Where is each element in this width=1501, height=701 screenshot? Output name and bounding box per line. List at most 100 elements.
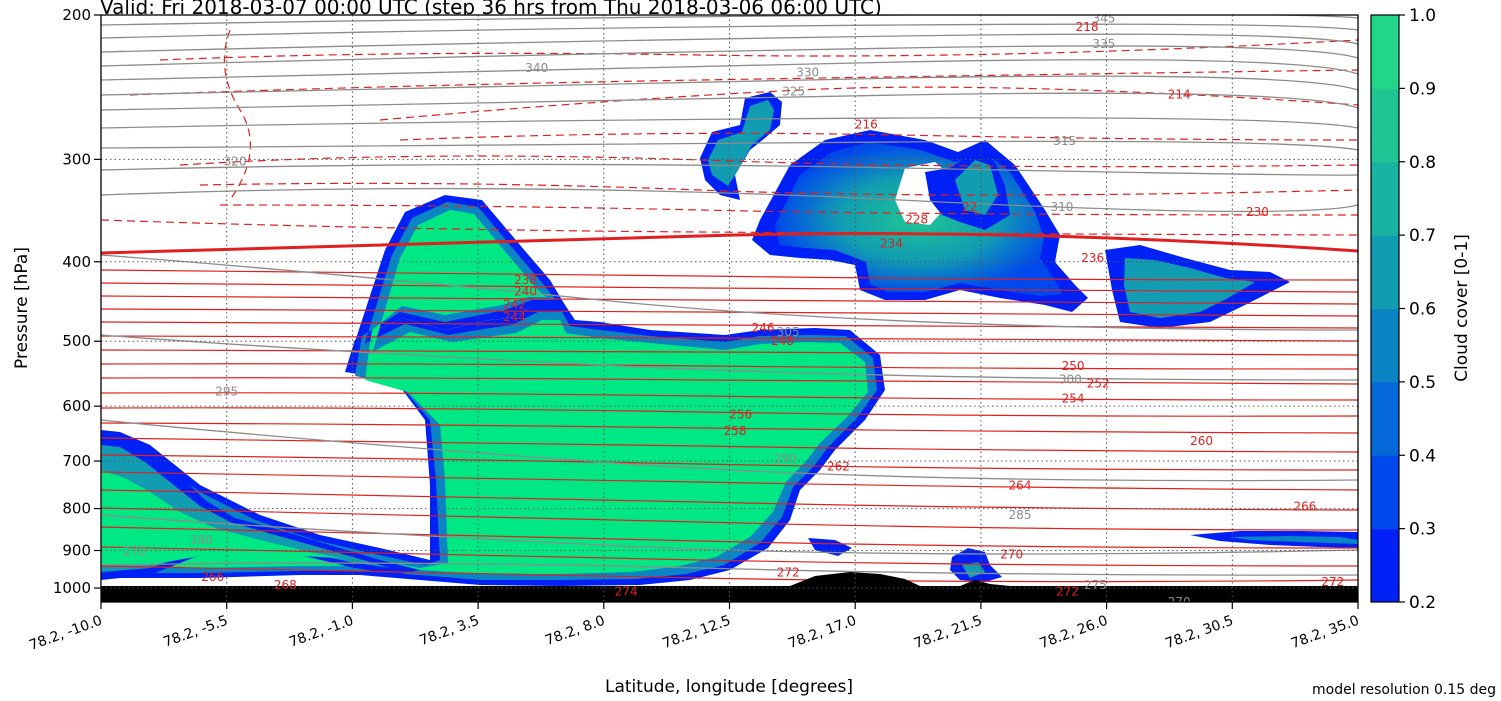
colorbar-tick-label: 0.8 <box>1409 153 1436 173</box>
contour-label: 214 <box>1168 87 1191 101</box>
contour-label: 258 <box>724 424 747 438</box>
chart-title: Valid: Fri 2018-03-07 00:00 UTC (step 36… <box>100 0 882 19</box>
contour-label: 335 <box>1092 37 1115 51</box>
y-tick-label: 900 <box>62 542 91 560</box>
contour-label: 325 <box>782 85 805 99</box>
y-tick-label: 600 <box>62 397 91 415</box>
contour-label: 250 <box>1062 359 1085 373</box>
y-tick-label: 200 <box>62 6 91 24</box>
potential-temperature-lines <box>101 15 1358 576</box>
contour-label: 275 <box>1084 578 1107 592</box>
tropopause-line <box>101 232 1358 255</box>
colorbar-tick-label: 0.9 <box>1409 79 1436 99</box>
contour-label: 262 <box>827 460 850 474</box>
y-axis-ticks: 200 300 400 500 600 700 800 900 1000 <box>53 6 101 597</box>
contour-label: 228 <box>905 212 928 226</box>
x-tick-label: 78.2, 30.5 <box>1163 613 1235 652</box>
x-tick-label: 78.2, 21.5 <box>912 613 984 652</box>
y-tick-label: 1000 <box>53 579 91 597</box>
x-tick-label: 78.2, 17.0 <box>786 613 858 652</box>
x-tick-label: 78.2, 3.5 <box>417 613 481 649</box>
footnote: model resolution 0.15 deg <box>1312 682 1496 698</box>
contour-label: 216 <box>855 117 878 131</box>
contour-label: 330 <box>796 65 819 79</box>
colorbar-tick-label: 1.0 <box>1409 6 1436 26</box>
contour-label: 272 <box>777 565 800 579</box>
contour-label: 266 <box>201 570 224 584</box>
contour-label: 244 <box>503 310 526 324</box>
isotherms-stratosphere <box>101 29 1358 236</box>
contour-label: 305 <box>777 325 800 339</box>
contour-label: 260 <box>1190 434 1213 448</box>
y-tick-label: 800 <box>62 500 91 518</box>
colorbar-label: Cloud cover [0-1] <box>1452 234 1472 382</box>
cloud-region-lower-left <box>101 430 420 580</box>
colorbar-tick-label: 0.2 <box>1409 593 1436 613</box>
contour-label: 270 <box>123 544 146 558</box>
colorbar-band <box>1371 528 1399 603</box>
contour-label: 345 <box>1092 12 1115 26</box>
contour-label: 240 <box>514 285 537 299</box>
contour-label: 256 <box>729 407 752 421</box>
contour-label: 254 <box>1062 391 1085 405</box>
contour-label: 290 <box>774 451 797 465</box>
contour-label: 274 <box>615 585 638 599</box>
contour-label: 272 <box>1056 585 1079 599</box>
colorbar-tick-label: 0.6 <box>1409 300 1436 320</box>
contour-label: 230 <box>1246 205 1269 219</box>
colorbar-band <box>1371 88 1399 163</box>
x-tick-label: 78.2, 12.5 <box>660 613 732 652</box>
x-tick-label: 78.2, 26.0 <box>1038 613 1110 652</box>
cloud-region-main <box>101 305 885 586</box>
contour-label: 320 <box>224 155 247 169</box>
y-tick-label: 700 <box>62 452 91 470</box>
contour-label: 218 <box>1076 20 1099 34</box>
contour-label: 280 <box>190 533 213 547</box>
colorbar-tick-label: 0.7 <box>1409 226 1436 246</box>
contour-label: 272 <box>1321 575 1344 589</box>
contour-label: 270 <box>1000 547 1023 561</box>
contour-label: 248 <box>771 334 794 348</box>
contour-label: 300 <box>1059 373 1082 387</box>
contour-label: 295 <box>215 385 238 399</box>
x-tick-label: 78.2, -1.0 <box>287 613 356 651</box>
colorbar-tick-label: 0.4 <box>1409 446 1436 466</box>
grid-lines <box>101 15 1358 602</box>
x-tick-label: 78.2, -10.0 <box>27 613 104 654</box>
colorbar-band <box>1371 161 1399 236</box>
contour-label: 246 <box>752 321 775 335</box>
contour-label: 236 <box>1081 251 1104 265</box>
y-tick-label: 300 <box>62 150 91 168</box>
contour-label: 310 <box>1050 200 1073 214</box>
contour-label: 264 <box>1009 479 1032 493</box>
x-tick-label: 78.2, 35.0 <box>1289 613 1361 652</box>
colorbar-band <box>1371 308 1399 383</box>
contour-label: 238 <box>514 273 537 287</box>
contour-label: 242 <box>503 298 526 312</box>
x-axis-ticks: 78.2, -10.0 78.2, -5.5 78.2, -1.0 78.2, 3.5… <box>27 602 1361 654</box>
contour-label: 315 <box>1053 134 1076 148</box>
y-tick-label: 400 <box>62 253 91 271</box>
cloud-region-upper-right <box>752 130 1088 312</box>
colorbar-band <box>1371 455 1399 530</box>
colorbar-band <box>1371 381 1399 456</box>
contour-label: 268 <box>274 578 297 592</box>
colorbar-tick-label: 0.5 <box>1409 373 1436 393</box>
colorbar-band <box>1371 15 1399 89</box>
x-tick-label: 78.2, 8.0 <box>543 613 607 649</box>
theta-labels: 345 335 340 330 325 315 320 310 305 300 295 290 285 2… <box>123 12 1191 602</box>
contour-label: 266 <box>1293 499 1316 513</box>
contour-label: 22 <box>962 200 977 214</box>
y-axis-label: Pressure [hPa] <box>12 247 32 369</box>
colorbar-tick-label: 0.3 <box>1409 520 1436 540</box>
colorbar-band <box>1371 235 1399 309</box>
x-tick-label: 78.2, -5.5 <box>161 613 230 651</box>
contour-label: 252 <box>1087 376 1110 390</box>
colorbar: 0.2 0.3 0.4 0.5 0.6 0.7 0.8 0.9 1.0 Cloud cover … <box>1370 6 1472 613</box>
y-tick-label: 500 <box>62 332 91 350</box>
contour-label: 234 <box>880 237 903 251</box>
contour-label: 285 <box>1009 508 1032 522</box>
contour-label: 340 <box>525 61 548 75</box>
x-axis-label: Latitude, longitude [degrees] <box>605 677 853 697</box>
